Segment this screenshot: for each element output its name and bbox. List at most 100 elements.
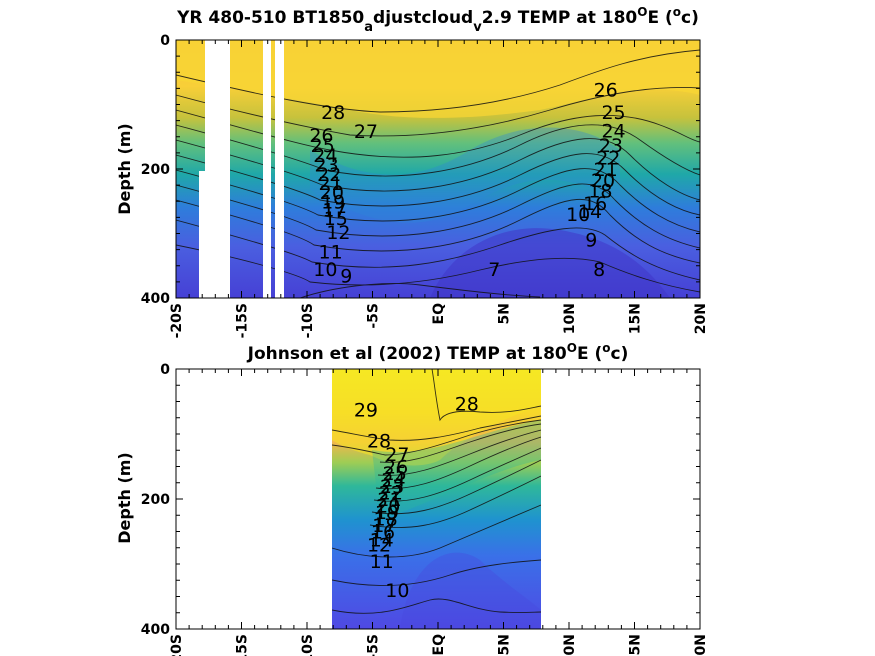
bottom-x-tick-label: EQ xyxy=(431,634,447,656)
top-contour-label: 17 xyxy=(322,200,346,222)
top-contour-label: 25 xyxy=(601,102,625,124)
top-thermocline-band xyxy=(310,127,620,223)
top-contour-label: 10 xyxy=(313,259,337,281)
top-contour-label: 26 xyxy=(594,80,618,102)
bottom-x-tick-label: 20N xyxy=(693,634,709,656)
bottom-x-tick-label: 15N xyxy=(628,634,644,656)
top-x-tick-label: -20S xyxy=(169,303,185,338)
top-contour-label: 9 xyxy=(585,229,597,251)
bottom-contour-label: 28 xyxy=(367,431,391,453)
bottom-title-prefix: Johnson et al (2002) TEMP at 180 xyxy=(247,344,567,364)
top-y-tick-label: 200 xyxy=(141,162,170,178)
bottom-y-tick-label: 0 xyxy=(160,362,170,378)
top-contour-lines xyxy=(176,49,700,298)
top-title-suffix: 2.9 TEMP at 180 xyxy=(482,8,638,28)
top-contour-label: 24 xyxy=(601,120,625,142)
bottom-x-tick-label: -15S xyxy=(235,634,251,656)
top-title-mid: djustcloud xyxy=(373,8,473,28)
top-contour-label: 7 xyxy=(488,259,500,281)
top-contour-label: 16 xyxy=(583,193,607,215)
top-contour-label: 21 xyxy=(594,159,618,181)
bottom-contour-label: 21 xyxy=(377,489,401,511)
bottom-contour-label: 18 xyxy=(374,509,398,531)
bottom-panel: -20S -15S -10S -5S EQ 5N 10N 15N 20N 0 200 400 29 28… xyxy=(115,341,709,656)
top-title-prefix: YR 480-510 BT1850 xyxy=(176,8,364,28)
top-title-deg: O xyxy=(637,5,647,19)
bottom-x-tick-label: -5S xyxy=(366,634,382,656)
bottom-contour-label: 29 xyxy=(354,399,378,421)
top-contour-label: 12 xyxy=(326,222,350,244)
bottom-cold-lobe xyxy=(400,552,541,629)
bottom-contour-lines xyxy=(332,369,541,614)
top-contour-label: 20 xyxy=(591,170,615,192)
top-contour-label: 11 xyxy=(318,242,342,264)
bottom-contour-label: 20 xyxy=(376,496,400,518)
bottom-y-axis-label: Depth (m) xyxy=(115,452,134,544)
top-contour-label: 26 xyxy=(309,125,333,147)
top-title: YR 480-510 BT1850adjustcloudv2.9 TEMP at… xyxy=(176,5,699,35)
bottom-title-units: E ( xyxy=(577,344,602,364)
bottom-contour-label: 24 xyxy=(381,470,405,492)
top-contour-label: 22 xyxy=(596,147,620,169)
bottom-field xyxy=(332,369,541,629)
bottom-title-units-end: c) xyxy=(611,344,629,364)
top-contour-label: 14 xyxy=(578,201,602,223)
top-data-gaps xyxy=(199,40,284,298)
bottom-contour-label: 10 xyxy=(385,580,409,602)
top-contour-label: 24 xyxy=(313,145,337,167)
bottom-tilted-thermocline xyxy=(372,420,541,520)
bottom-contour-label: 17 xyxy=(372,515,396,537)
top-warm-pool xyxy=(176,40,700,118)
top-contour-label: 10 xyxy=(566,204,590,226)
top-y-axis-label: Depth (m) xyxy=(115,123,134,215)
top-x-tick-label: 15N xyxy=(628,303,644,334)
bottom-title-units-sup: o xyxy=(602,341,610,355)
top-x-tick-label: 5N xyxy=(497,303,513,324)
top-contour-label: 9 xyxy=(340,265,352,287)
top-x-tick-label: -5S xyxy=(366,303,382,329)
top-contour-label: 19 xyxy=(321,191,345,213)
bottom-x-tick-label: -20S xyxy=(169,634,185,656)
top-y-tick-label: 400 xyxy=(141,291,170,307)
top-contour-label: 21 xyxy=(318,173,342,195)
bottom-x-tick-label: 5N xyxy=(497,634,513,655)
top-contour-label: 8 xyxy=(593,259,605,281)
bottom-contour-label: 25 xyxy=(383,463,407,485)
bottom-contour-label: 23 xyxy=(380,476,404,498)
top-field xyxy=(176,40,700,298)
top-contour-label: 28 xyxy=(321,102,345,124)
top-title-units-sup: o xyxy=(673,5,681,19)
top-contour-label: 18 xyxy=(588,180,612,202)
bottom-x-tick-label: 10N xyxy=(562,634,578,656)
top-x-tick-label: 10N xyxy=(562,303,578,334)
bottom-contour-label: 27 xyxy=(385,444,409,466)
bottom-contour-label: 28 xyxy=(455,393,479,415)
top-x-tick-label: 20N xyxy=(693,303,709,334)
bottom-ticks: -20S -15S -10S -5S EQ 5N 10N 15N 20N 0 200 400 xyxy=(141,362,709,656)
bottom-warm-tongue xyxy=(332,369,541,466)
bottom-contour-label: 11 xyxy=(370,551,394,573)
bottom-contour-label: 14 xyxy=(370,529,394,551)
top-contour-label: 15 xyxy=(324,208,348,230)
top-cold-core xyxy=(430,228,670,298)
top-contour-label: 27 xyxy=(354,121,378,143)
top-title-units-end: c) xyxy=(681,8,699,28)
bottom-contour-label: 19 xyxy=(375,502,399,524)
bottom-y-tick-label: 400 xyxy=(141,622,170,638)
bottom-y-tick-label: 200 xyxy=(141,492,170,508)
bottom-x-tick-label: -10S xyxy=(300,634,316,656)
top-y-tick-label: 0 xyxy=(160,33,170,49)
top-contour-label: 22 xyxy=(317,164,341,186)
top-x-tick-label: EQ xyxy=(431,303,447,325)
bottom-title-deg: O xyxy=(567,341,577,355)
top-panel: -20S -15S -10S -5S EQ 5N 10N 15N 20N 0 200 400 28 27… xyxy=(115,5,709,338)
top-contour-label: 25 xyxy=(311,135,335,157)
bottom-contour-label: 12 xyxy=(367,535,391,557)
top-contour-label: 23 xyxy=(315,154,339,176)
top-title-units: E ( xyxy=(647,8,672,28)
top-x-tick-label: -15S xyxy=(235,303,251,338)
top-contour-label: 20 xyxy=(320,182,344,204)
top-title-sub-v: v xyxy=(473,20,482,35)
top-x-tick-label: -10S xyxy=(300,303,316,338)
